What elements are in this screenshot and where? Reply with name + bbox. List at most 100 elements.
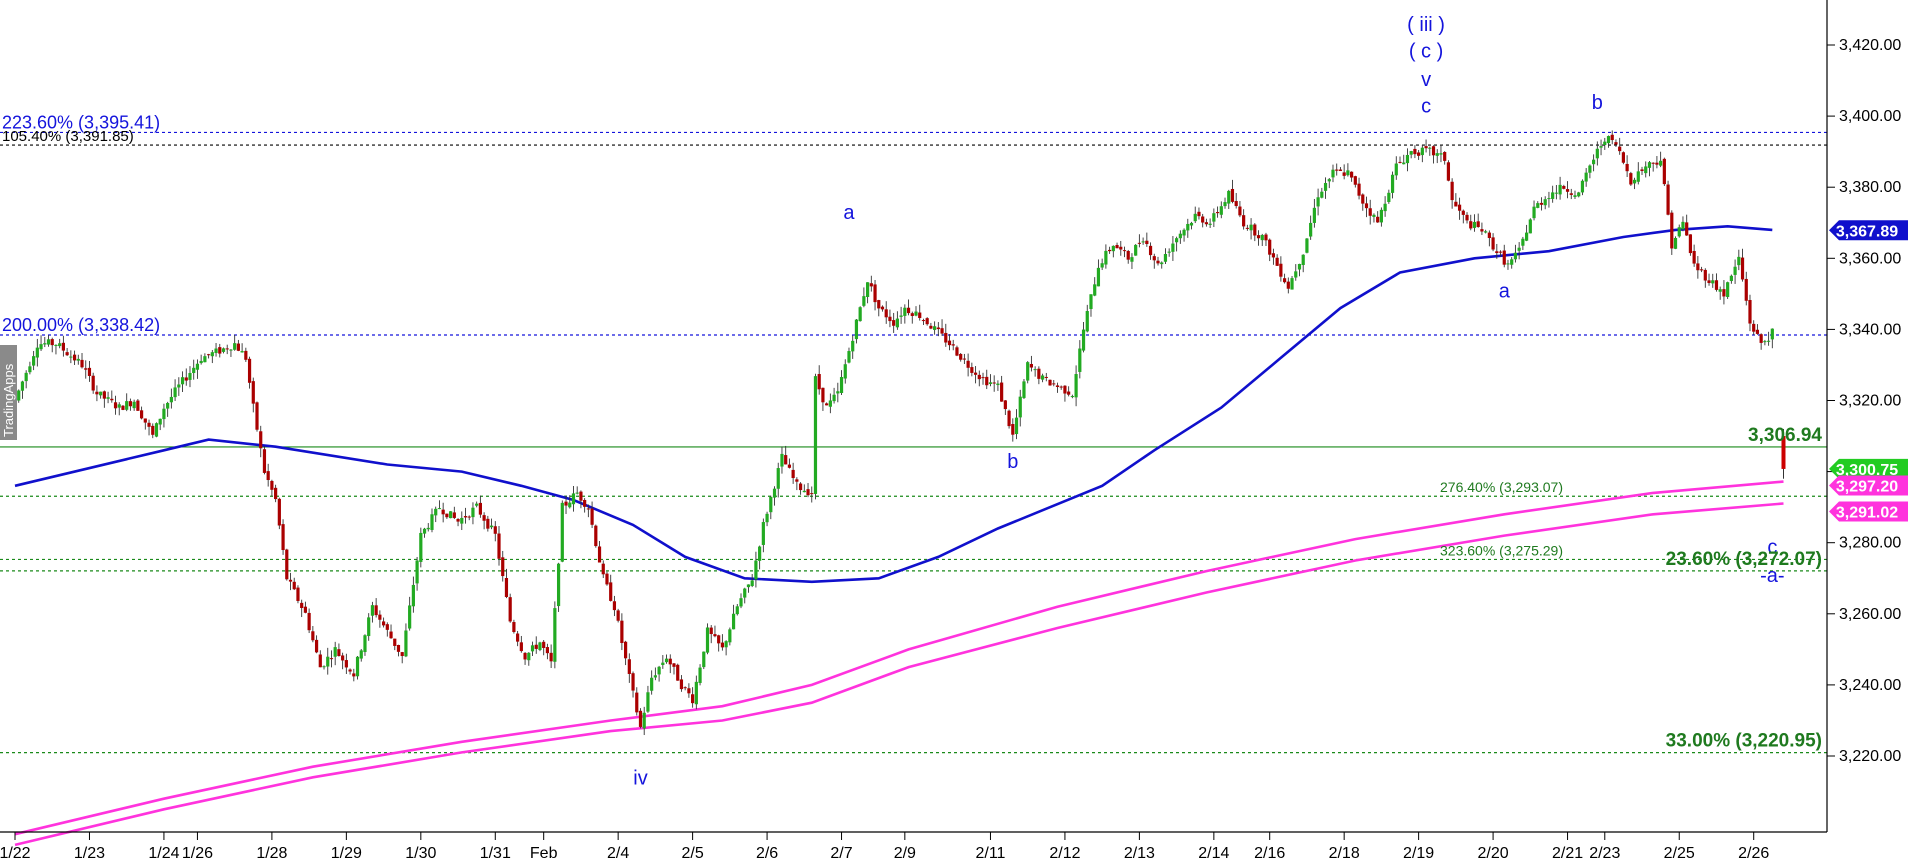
level-label: 200.00% (3,338.42) xyxy=(2,315,160,335)
candle-body xyxy=(1018,396,1022,418)
candle-body xyxy=(597,546,602,563)
candle-body xyxy=(925,318,929,325)
candle-body xyxy=(828,400,832,407)
candle-body xyxy=(947,340,952,346)
candle-body xyxy=(1301,254,1305,266)
candle-body xyxy=(408,605,412,629)
candle-body xyxy=(1219,206,1223,215)
y-tick-label: 3,280.00 xyxy=(1839,535,1901,552)
candle-body xyxy=(1606,136,1611,144)
candle-body xyxy=(873,284,877,303)
candle-body xyxy=(1454,201,1458,207)
candle-body xyxy=(1763,341,1767,343)
candle-body xyxy=(1718,289,1722,292)
candle-body xyxy=(981,377,985,379)
candle-body xyxy=(676,664,680,681)
x-tick-label: 2/26 xyxy=(1738,845,1769,862)
candle-body xyxy=(728,629,732,643)
candle-body xyxy=(560,502,564,562)
candle-body xyxy=(1405,154,1410,164)
candle-body xyxy=(1692,250,1696,264)
candle-body xyxy=(839,377,844,394)
candle-body xyxy=(542,641,546,648)
candle-body xyxy=(1297,263,1302,270)
candle-body xyxy=(1599,146,1603,148)
candle-body xyxy=(653,675,657,678)
candle-body xyxy=(1781,436,1786,469)
candle-body xyxy=(236,343,240,351)
candle-body xyxy=(482,515,486,521)
candle-body xyxy=(590,508,594,525)
candle-body xyxy=(1703,269,1707,281)
price-box xyxy=(1829,475,1908,496)
candle-body xyxy=(251,381,255,404)
candle-body xyxy=(1048,379,1052,386)
x-tick-label: 1/30 xyxy=(405,845,436,862)
candle-body xyxy=(1588,165,1592,173)
candle-body xyxy=(1033,369,1037,371)
candle-body xyxy=(761,522,765,545)
candlesticks xyxy=(17,130,1786,736)
candle-body xyxy=(1547,198,1551,200)
candle-body xyxy=(623,641,628,659)
candle-body xyxy=(698,667,702,683)
candle-body xyxy=(1450,181,1454,201)
candle-body xyxy=(534,644,538,649)
candle-body xyxy=(1647,162,1652,168)
candle-body xyxy=(780,453,784,467)
candle-body xyxy=(1726,282,1730,297)
moving-average-line xyxy=(14,480,1784,836)
candle-body xyxy=(1327,179,1331,182)
candle-body xyxy=(1115,245,1119,249)
candle-body xyxy=(1565,189,1570,192)
candle-body xyxy=(750,580,754,587)
candle-body xyxy=(1249,224,1253,231)
candle-body xyxy=(1234,201,1238,207)
candle-body xyxy=(460,517,464,524)
candle-body xyxy=(1737,256,1741,266)
candle-body xyxy=(1569,193,1573,195)
candle-body xyxy=(1063,385,1067,394)
candle-body xyxy=(463,516,468,518)
candle-body xyxy=(1294,271,1298,278)
candle-body xyxy=(169,396,173,403)
candle-body xyxy=(1245,227,1249,229)
candle-body xyxy=(940,328,944,334)
candle-body xyxy=(1067,391,1071,395)
candle-body xyxy=(832,394,836,402)
candle-body xyxy=(1320,191,1324,198)
candle-body xyxy=(1186,223,1190,231)
candle-body xyxy=(1472,221,1477,228)
candle-body xyxy=(1145,240,1149,245)
candle-body xyxy=(910,313,914,316)
candle-body xyxy=(791,469,795,479)
candle-body xyxy=(314,639,319,653)
price-box-label: 3,367.89 xyxy=(1836,223,1898,240)
candle-body xyxy=(661,662,665,665)
candle-body xyxy=(1215,212,1220,214)
candle-body xyxy=(1323,182,1328,191)
x-tick-label: 1/24 xyxy=(148,845,179,862)
candle-body xyxy=(166,402,170,409)
candle-body xyxy=(717,635,721,644)
candle-body xyxy=(769,496,773,513)
candle-body xyxy=(69,356,73,358)
candle-body xyxy=(348,669,352,672)
candle-body xyxy=(1435,153,1439,156)
candle-body xyxy=(735,606,739,615)
candle-body xyxy=(1655,162,1659,165)
candle-body xyxy=(393,638,397,646)
candle-body xyxy=(1595,148,1599,159)
y-tick-label: 3,380.00 xyxy=(1839,179,1901,196)
candle-body xyxy=(1130,257,1134,262)
candle-body xyxy=(1461,210,1465,215)
candle-body xyxy=(50,339,54,346)
candle-body xyxy=(1282,278,1287,283)
candle-body xyxy=(1696,263,1700,271)
candle-body xyxy=(445,513,449,518)
candle-body xyxy=(1666,184,1670,215)
candle-body xyxy=(1290,278,1294,290)
candle-body xyxy=(549,652,553,662)
candle-body xyxy=(851,340,855,352)
